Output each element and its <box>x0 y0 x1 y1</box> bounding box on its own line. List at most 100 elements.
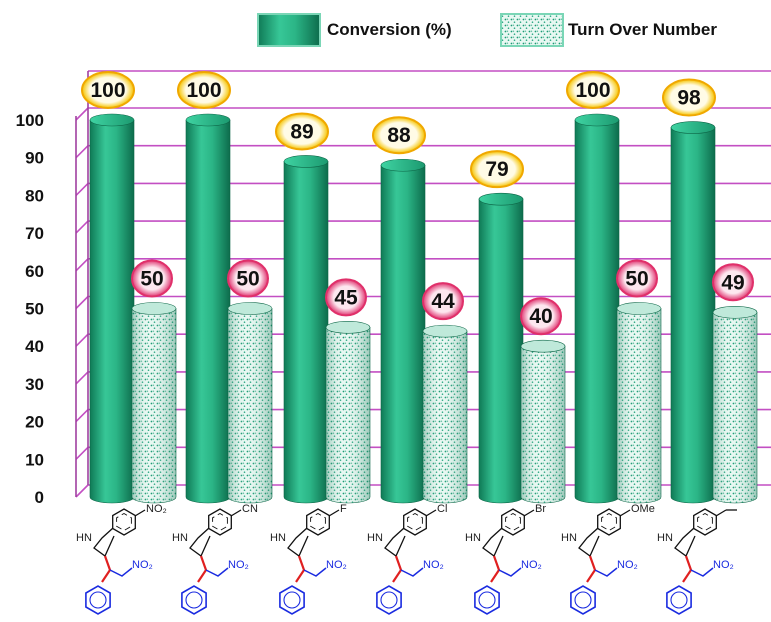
bars <box>89 113 758 504</box>
conversion-bar <box>380 158 426 504</box>
ton-bar <box>616 302 662 504</box>
substrate-structure: HN F NO₂ <box>270 503 347 615</box>
legend: Conversion (%) Turn Over Number <box>257 13 717 47</box>
conversion-value-badge: 100 <box>81 71 135 109</box>
nitro-label: NO₂ <box>423 559 444 571</box>
grid-line <box>75 333 89 347</box>
nh-label: HN <box>270 532 286 544</box>
conversion-value-badge: 89 <box>275 112 329 151</box>
nh-label: HN <box>561 532 577 544</box>
y-tick-label: 40 <box>25 337 44 356</box>
badge-value: 88 <box>387 124 411 147</box>
conversion-value-badge: 98 <box>662 78 716 117</box>
nitro-label: NO₂ <box>326 559 347 571</box>
conversion-bar <box>478 192 524 504</box>
x-axis-structures: HN NO₂ NO₂ HN CN NO₂ HN F NO₂ HN Cl NO₂ HN Br NO₂ HN OMe… <box>76 503 737 615</box>
value-badges: 100 100 89 88 79 100 98 50 50 45 44 40 50 49 <box>81 71 754 336</box>
y-tick-label: 80 <box>25 186 44 205</box>
ton-value-badge: 45 <box>325 278 367 317</box>
ton-value-badge: 44 <box>422 282 464 321</box>
badge-value: 40 <box>529 305 552 328</box>
substrate-structure: HN Br NO₂ <box>465 503 546 615</box>
grid-line <box>75 295 89 310</box>
substrate-structure: HN Cl NO₂ <box>367 503 447 615</box>
nitro-label: NO₂ <box>521 559 542 571</box>
grid-line <box>75 258 89 272</box>
nitro-label: NO₂ <box>713 559 734 571</box>
badge-value: 44 <box>431 290 455 313</box>
conversion-value-badge: 100 <box>177 71 231 109</box>
y-tick-label: 90 <box>25 149 44 168</box>
y-tick-label: 100 <box>16 111 44 130</box>
ton-bar <box>131 302 177 504</box>
legend-label-ton: Turn Over Number <box>568 20 717 39</box>
badge-value: 89 <box>290 120 313 143</box>
y-tick-label: 30 <box>25 375 44 394</box>
grid-line <box>75 371 89 385</box>
ton-bar <box>227 302 273 504</box>
grid-line <box>75 107 89 121</box>
substrate-structure: HN NO₂ NO₂ <box>76 503 167 615</box>
badge-value: 50 <box>625 268 648 291</box>
conversion-bar <box>670 121 716 504</box>
badge-value: 45 <box>334 286 358 309</box>
nh-label: HN <box>172 532 188 544</box>
substituent-label: Cl <box>437 503 447 515</box>
nh-label: HN <box>76 532 92 544</box>
badge-value: 98 <box>677 87 701 110</box>
ton-value-badge: 40 <box>520 297 562 336</box>
grid-line <box>75 409 89 423</box>
badge-value: 50 <box>236 268 259 291</box>
ton-bar <box>325 321 371 504</box>
grid-line <box>75 145 89 159</box>
nitro-label: NO₂ <box>228 559 249 571</box>
nh-label: HN <box>367 532 383 544</box>
legend-label-conversion: Conversion (%) <box>327 20 452 39</box>
badge-value: 100 <box>575 79 610 102</box>
y-tick-label: 50 <box>25 300 44 319</box>
ton-value-badge: 50 <box>227 259 269 298</box>
nh-label: HN <box>657 532 673 544</box>
legend-swatch-conversion <box>257 13 321 47</box>
grid-line <box>75 220 89 234</box>
grid-line <box>75 446 89 460</box>
legend-swatch-ton <box>500 13 564 47</box>
ton-value-badge: 49 <box>712 263 754 302</box>
y-axis: 0 10 20 30 40 50 60 70 80 90 100 <box>16 71 89 507</box>
badge-value: 49 <box>721 271 744 294</box>
conversion-bar <box>283 155 329 504</box>
y-tick-label: 60 <box>25 262 44 281</box>
grid-line <box>75 484 89 498</box>
badge-value: 79 <box>485 158 508 181</box>
substrate-structure: HN CN NO₂ <box>172 503 258 615</box>
substituent-label: Br <box>535 503 546 515</box>
ton-bar <box>712 305 758 504</box>
ton-value-badge: 50 <box>616 259 658 298</box>
conversion-bar <box>89 113 135 504</box>
substituent-label: OMe <box>631 503 655 515</box>
nitro-label: NO₂ <box>617 559 638 571</box>
y-tick-label: 10 <box>25 450 44 469</box>
substituent-label: CN <box>242 503 258 515</box>
y-tick-label: 70 <box>25 224 44 243</box>
ton-value-badge: 50 <box>131 259 173 298</box>
conversion-bar <box>574 113 620 504</box>
nitro-label: NO₂ <box>132 559 153 571</box>
substrate-structure: HN NO₂ <box>657 508 737 615</box>
substituent-label: NO₂ <box>146 503 167 515</box>
y-tick-label: 0 <box>35 488 44 507</box>
badge-value: 100 <box>186 79 221 102</box>
conversion-value-badge: 79 <box>470 150 524 189</box>
substrate-structure: HN OMe NO₂ <box>561 503 655 615</box>
badge-value: 50 <box>140 268 163 291</box>
conversion-bar <box>185 113 231 504</box>
ton-bar <box>422 324 468 504</box>
grid-line <box>75 182 89 196</box>
conversion-value-badge: 100 <box>566 71 620 109</box>
conversion-value-badge: 88 <box>372 116 426 155</box>
badge-value: 100 <box>90 79 125 102</box>
substituent-label: F <box>340 503 347 515</box>
y-tick-label: 20 <box>25 413 44 432</box>
ton-bar <box>520 339 566 504</box>
